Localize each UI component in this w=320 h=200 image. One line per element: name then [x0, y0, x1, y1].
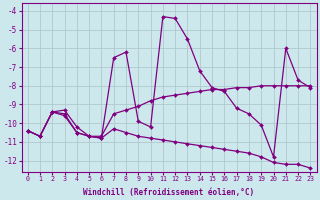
X-axis label: Windchill (Refroidissement éolien,°C): Windchill (Refroidissement éolien,°C) — [84, 188, 255, 197]
